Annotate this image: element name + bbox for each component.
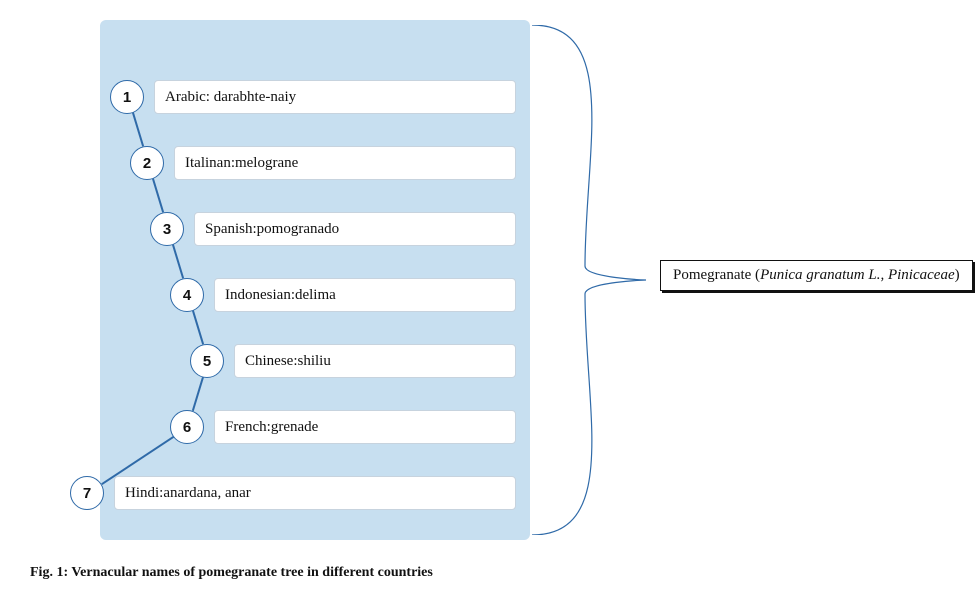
list-number-circle: 7 xyxy=(70,476,104,510)
figure-root: 1 Arabic: darabhte-naiy 2 Italinan:melogran… xyxy=(0,0,980,603)
list-row: 5 Chinese:shiliu xyxy=(190,344,516,378)
list-label-bar: Indonesian:delima xyxy=(214,278,516,312)
list-number-circle: 3 xyxy=(150,212,184,246)
list-label-bar: Chinese:shiliu xyxy=(234,344,516,378)
list-label-bar: Arabic: darabhte-naiy xyxy=(154,80,516,114)
list-number-circle: 6 xyxy=(170,410,204,444)
list-number-circle: 4 xyxy=(170,278,204,312)
result-plain: Pomegranate ( xyxy=(673,267,760,283)
list-label-bar: Hindi:anardana, anar xyxy=(114,476,516,510)
list-row: 6 French:grenade xyxy=(170,410,516,444)
list-label-bar: French:grenade xyxy=(214,410,516,444)
result-close: ) xyxy=(955,267,960,283)
result-box: Pomegranate (Punica granatum L., Pinicac… xyxy=(660,260,973,291)
list-row: 3 Spanish:pomogranado xyxy=(150,212,516,246)
list-number-circle: 2 xyxy=(130,146,164,180)
result-italic: Punica granatum L., Pinicaceae xyxy=(760,267,955,283)
figure-caption: Fig. 1: Vernacular names of pomegranate … xyxy=(30,565,433,581)
list-row: 1 Arabic: darabhte-naiy xyxy=(110,80,516,114)
list-label-bar: Italinan:melograne xyxy=(174,146,516,180)
list-number-circle: 1 xyxy=(110,80,144,114)
curly-brace xyxy=(530,25,648,535)
list-row: 4 Indonesian:delima xyxy=(170,278,516,312)
list-label-bar: Spanish:pomogranado xyxy=(194,212,516,246)
list-number-circle: 5 xyxy=(190,344,224,378)
list-row: 7 Hindi:anardana, anar xyxy=(70,476,516,510)
list-row: 2 Italinan:melograne xyxy=(130,146,516,180)
